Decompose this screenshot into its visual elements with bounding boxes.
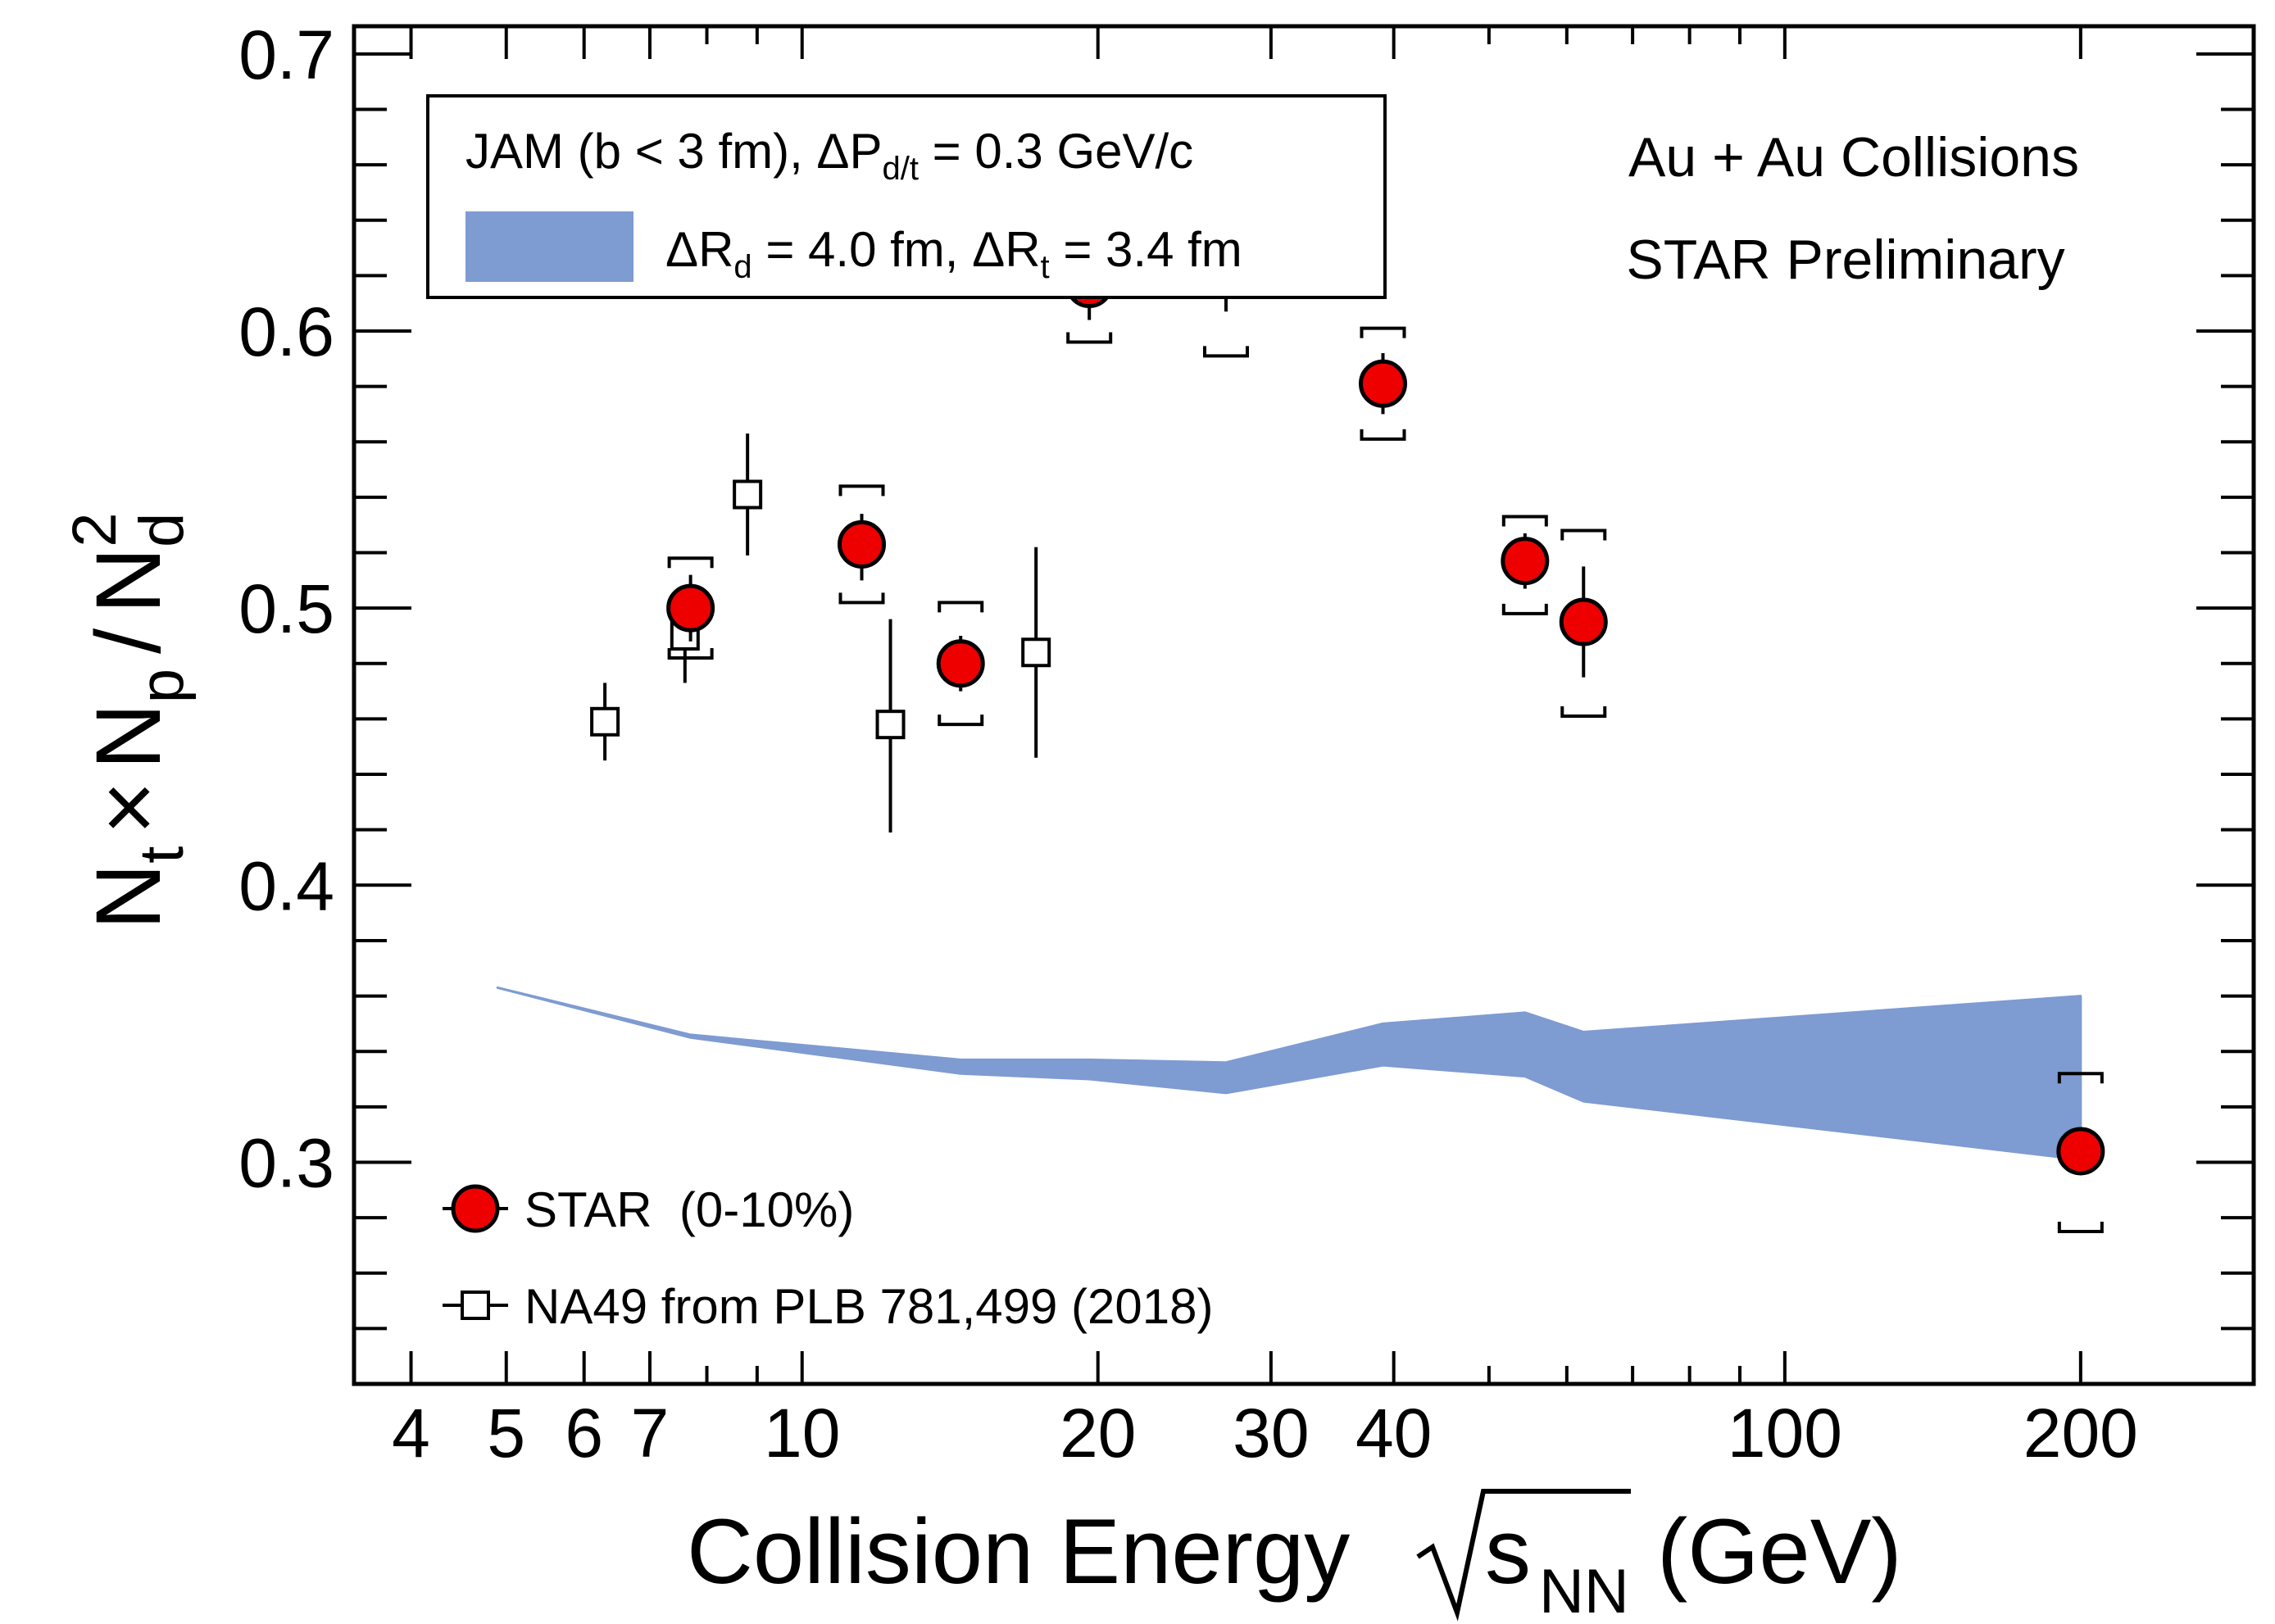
star-sys-bracket (667, 556, 714, 569)
star-sys-bracket (1360, 429, 1406, 441)
star-sys-bracket (1560, 528, 1607, 541)
star-sys-bracket (938, 714, 984, 727)
star-point (1501, 537, 1550, 586)
x-tick-label: 5 (487, 1395, 525, 1472)
annotation-collisions: Au + Au Collisions (1628, 126, 2079, 188)
star-point (936, 639, 985, 688)
x-axis-title-unit: (GeV) (1657, 1500, 1902, 1603)
annotation-preliminary: STAR Preliminary (1626, 229, 2064, 291)
star-sys-bracket (667, 648, 714, 660)
legend-na49-label: NA49 from PLB 781,499 (2018) (524, 1279, 1214, 1334)
jam-band (496, 986, 2082, 1161)
x-tick-label: 200 (2023, 1395, 2138, 1472)
x-tick-label: 20 (1060, 1395, 1136, 1472)
axis-ticks (354, 26, 2255, 1386)
legend-star-label: STAR (0-10%) (524, 1182, 854, 1237)
star-sys-bracket (938, 601, 984, 613)
star-sys-bracket (1360, 326, 1406, 338)
band-legend: JAM (b < 3 fm), ΔPd/t = 0.3 GeV/c ΔRd = … (426, 94, 1387, 299)
star-sys-bracket (838, 592, 885, 605)
x-tick-label: 7 (631, 1395, 670, 1472)
band-legend-line-1: JAM (b < 3 fm), ΔPd/t = 0.3 GeV/c (465, 124, 1193, 187)
star-point (2056, 1127, 2105, 1176)
star-sys-bracket (1202, 346, 1249, 358)
x-axis-title: Collision Energy s NN (GeV) (687, 1489, 1902, 1624)
y-axis-title: Nt×Np/Nd2 (60, 512, 197, 929)
y-axis-title-text: Nt×Np/Nd2 (60, 512, 197, 929)
star-sys-bracket (1066, 332, 1113, 344)
star-sys-bracket (1501, 515, 1548, 527)
jam-band-layer (496, 986, 2082, 1161)
x-axis-title-sub: NN (1539, 1557, 1629, 1624)
na49-point (733, 479, 763, 510)
star-sys-bracket (1560, 706, 1607, 719)
x-tick-label: 6 (565, 1395, 603, 1472)
band-legend-swatch (465, 211, 633, 282)
y-tick-label: 0.4 (238, 847, 334, 924)
sqrt-symbol (1416, 1489, 1631, 1622)
star-point (1358, 359, 1407, 408)
legend-star-marker (451, 1184, 500, 1233)
marker-legend: STAR (0-10%) NA49 from PLB 781,499 (2018… (443, 1182, 1214, 1334)
star-layer (666, 182, 2105, 1234)
star-sys-bracket (2057, 1072, 2104, 1084)
legend-na49-marker (461, 1291, 490, 1320)
star-sys-bracket (2057, 1222, 2104, 1234)
plot-frame (352, 24, 2256, 1386)
x-axis-title-text: Collision Energy (687, 1500, 1350, 1603)
x-tick-label: 40 (1355, 1395, 1432, 1472)
na49-point (1021, 637, 1051, 668)
star-point (838, 519, 887, 569)
y-tick-label: 0.6 (238, 293, 334, 370)
star-point (666, 583, 715, 633)
star-point (1559, 597, 1608, 646)
x-axis-title-var: s (1485, 1500, 1531, 1603)
x-tick-label: 4 (392, 1395, 430, 1472)
y-tick-label: 0.5 (238, 570, 334, 647)
star-sys-bracket (1501, 603, 1548, 615)
x-tick-label: 30 (1233, 1395, 1309, 1472)
axis-tick-labels: 4 5 6 7 10 20 30 40 100 200 0.3 0.4 0.5 0.6 0.7 (238, 16, 2138, 1472)
y-tick-label: 0.7 (238, 16, 334, 93)
y-tick-label: 0.3 (238, 1124, 334, 1201)
x-tick-label: 10 (764, 1395, 840, 1472)
x-tick-label: 100 (1728, 1395, 1842, 1472)
star-sys-bracket (838, 484, 885, 497)
band-legend-line-2: ΔRd = 4.0 fm, ΔRt = 3.4 fm (665, 222, 1242, 285)
na49-point (590, 706, 620, 737)
na49-point (875, 710, 906, 740)
